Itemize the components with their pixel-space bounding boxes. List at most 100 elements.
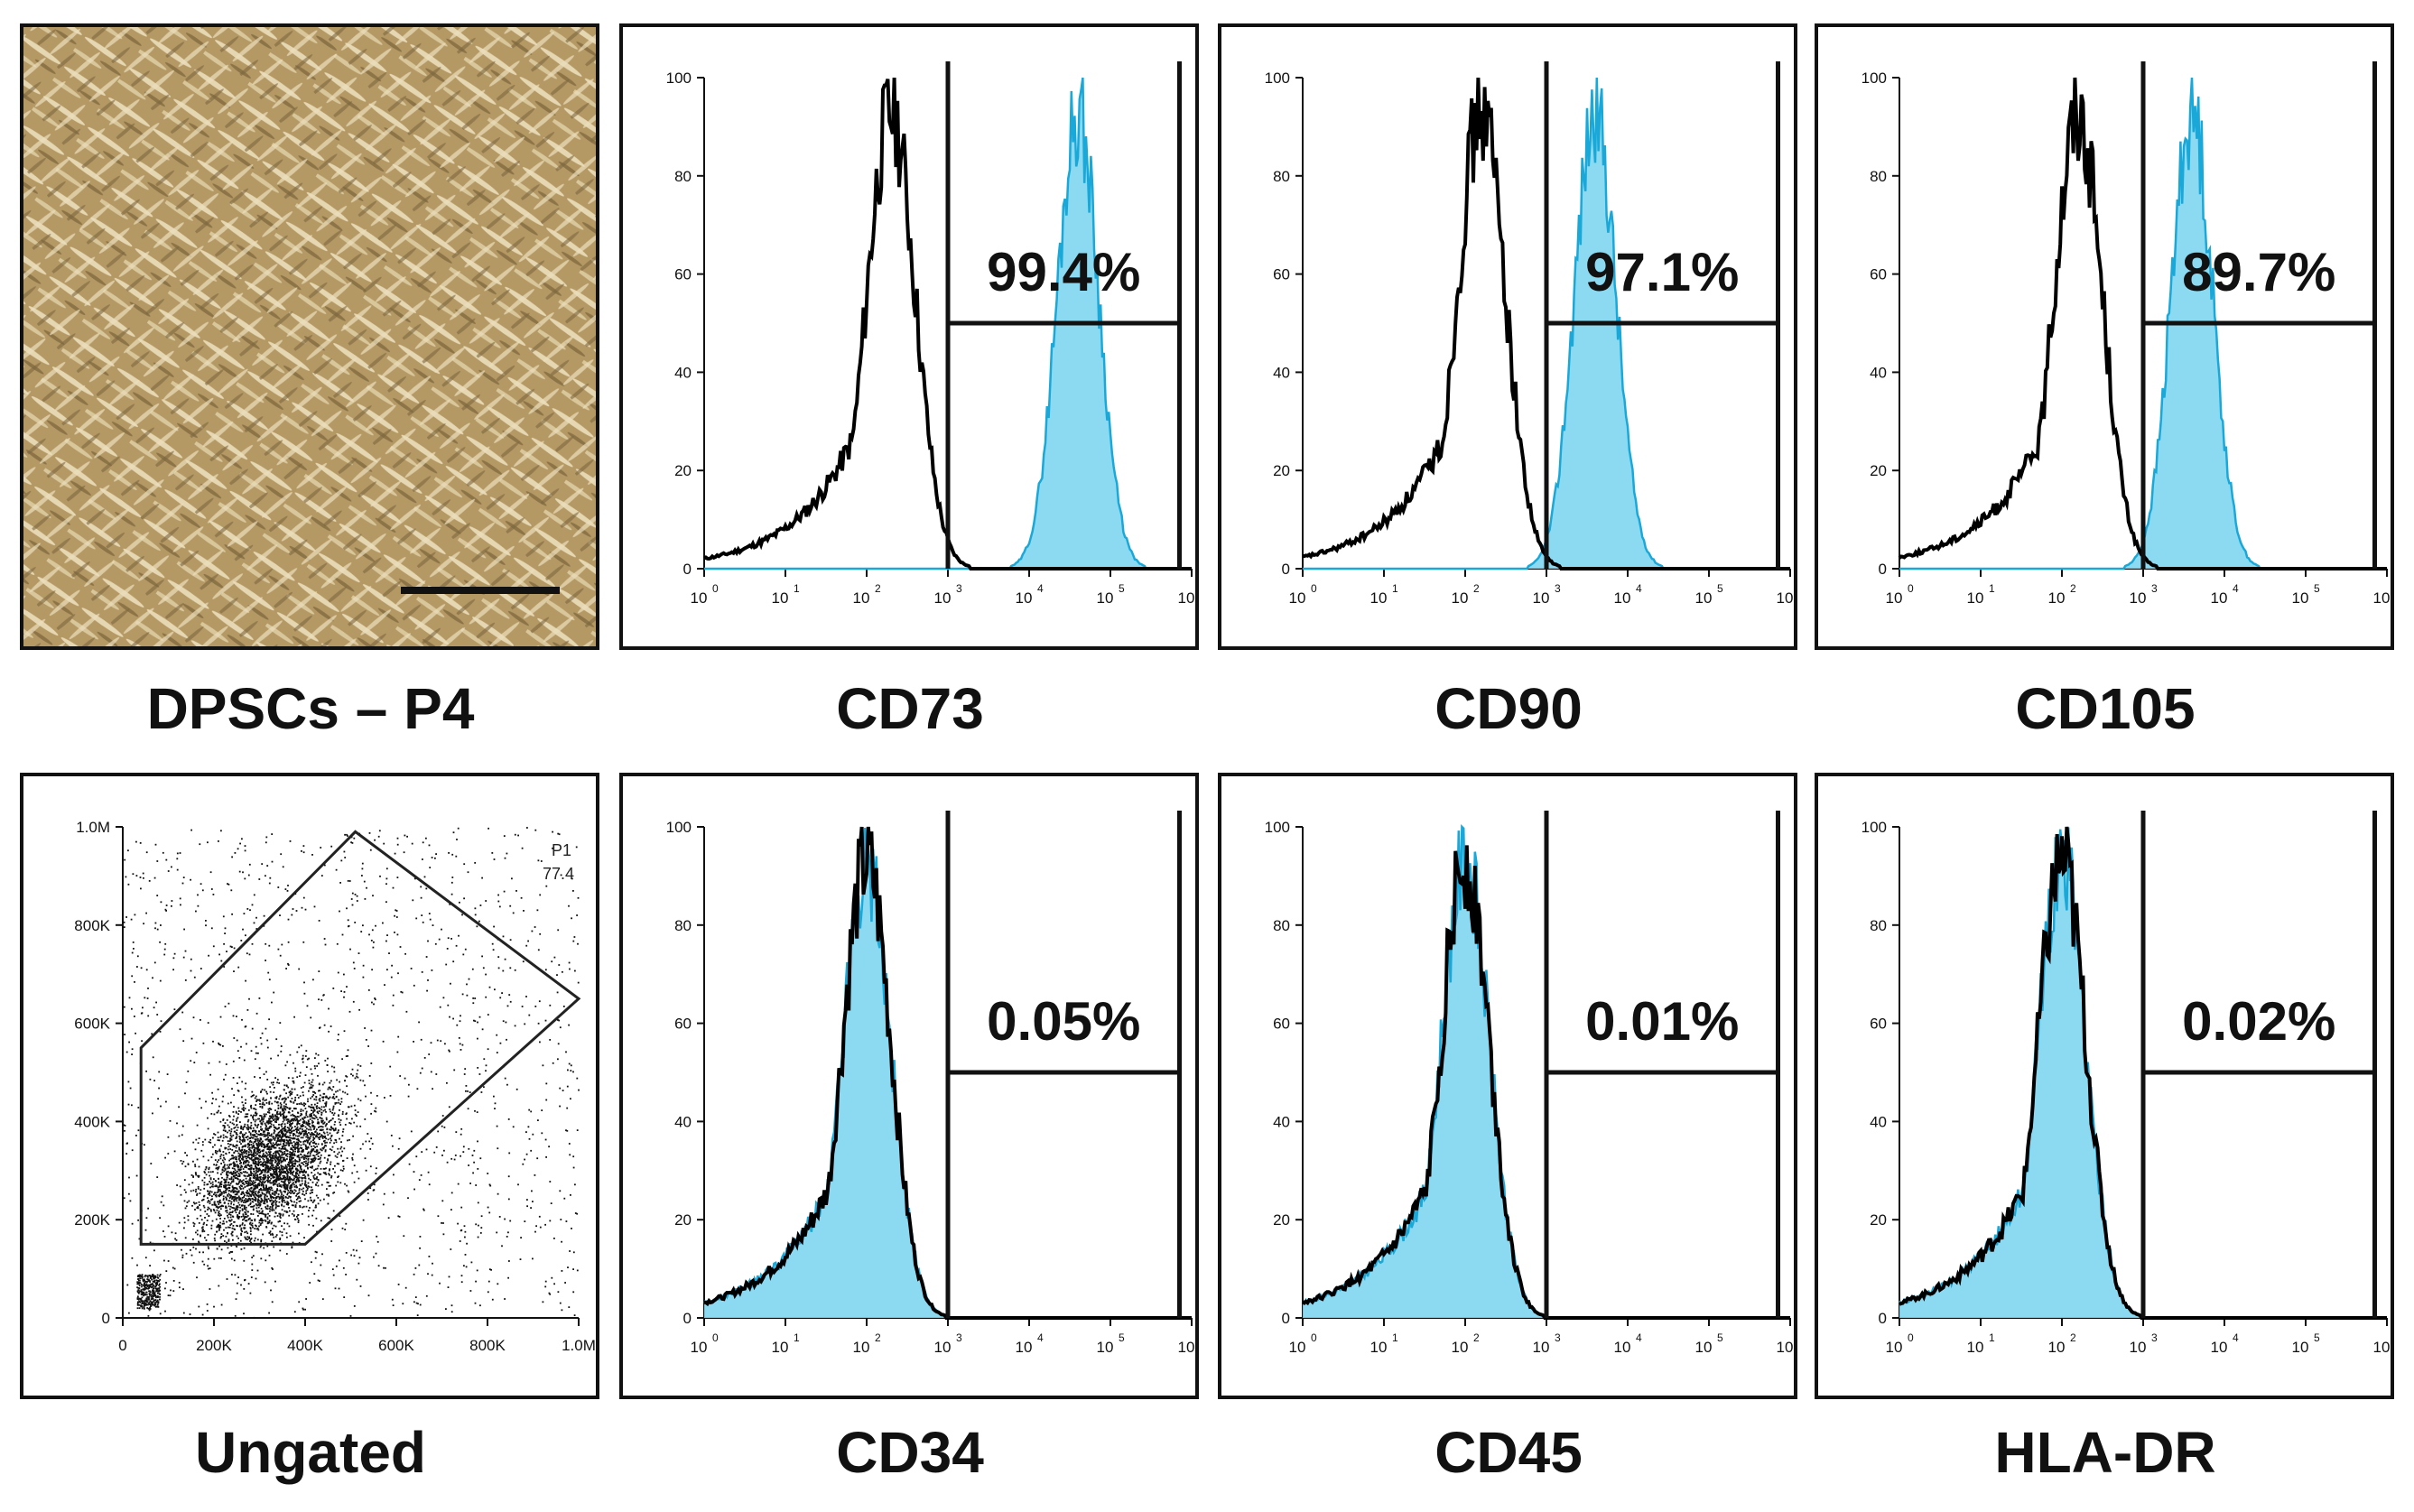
y-tick-label: 0: [683, 561, 692, 578]
y-tick-label: 20: [674, 1211, 692, 1229]
x-tick-exponent: 1: [794, 582, 800, 595]
x-tick-label: 10: [1886, 1339, 1903, 1356]
histogram-panel-cd34: 0204060801001001011021031041051060.05%: [619, 773, 1199, 1399]
micrograph-panel: [20, 23, 599, 650]
x-tick-label: 10: [1967, 1339, 1984, 1356]
x-tick-label: 10: [934, 1339, 952, 1356]
scatter-y-tick-label: 1.0M: [76, 819, 110, 836]
x-tick-label: 10: [2373, 589, 2391, 607]
x-tick-exponent: 2: [875, 582, 881, 595]
x-tick-exponent: 5: [1717, 582, 1723, 595]
y-tick-label: 0: [1282, 1310, 1290, 1327]
y-tick-label: 40: [1870, 1113, 1887, 1130]
x-tick-exponent: 2: [2070, 582, 2076, 595]
x-tick-label: 10: [1533, 1339, 1550, 1356]
x-tick-label: 10: [2048, 589, 2066, 607]
y-tick-label: 20: [674, 462, 692, 479]
y-tick-label: 60: [674, 1016, 692, 1033]
x-tick-label: 10: [1452, 1339, 1469, 1356]
y-tick-label: 80: [674, 168, 692, 185]
x-tick-label: 10: [1777, 589, 1794, 607]
y-tick-label: 100: [1862, 819, 1887, 836]
x-tick-exponent: 3: [1555, 582, 1561, 595]
x-tick-label: 10: [1777, 1339, 1794, 1356]
histogram-caption-cd34: CD34: [836, 1420, 984, 1485]
x-tick-label: 10: [1614, 589, 1631, 607]
y-tick-label: 100: [666, 70, 692, 87]
x-tick-exponent: 3: [956, 582, 962, 595]
x-tick-exponent: 4: [1037, 1331, 1044, 1344]
y-tick-label: 80: [1273, 168, 1290, 185]
x-tick-label: 10: [853, 589, 870, 607]
histogram-cd73: 02040608010010010110210310410510699.4%: [666, 61, 1195, 607]
x-tick-exponent: 5: [2314, 582, 2320, 595]
y-tick-label: 0: [683, 1310, 692, 1327]
x-tick-exponent: 1: [794, 1331, 800, 1344]
gate-p1-value: 77.4: [543, 865, 574, 883]
histogram-caption-cd105: CD105: [2015, 676, 2196, 741]
x-tick-label: 10: [1178, 589, 1195, 607]
scatter-x-tick-label: 800K: [469, 1337, 506, 1354]
x-tick-label: 10: [2130, 1339, 2147, 1356]
scatter-panel: 0 200K 400K 600K 800K 1.0M 0 200K 400K 600K 800K 1.…: [20, 773, 599, 1399]
gate-percentage: 0.05%: [987, 991, 1140, 1052]
x-tick-label: 10: [2211, 1339, 2228, 1356]
gate-p1-polygon: [139, 830, 581, 1246]
micrograph-caption: DPSCs – P4: [146, 676, 475, 741]
scatter-y-tick-label: 600K: [74, 1016, 110, 1033]
y-tick-label: 60: [674, 266, 692, 283]
y-tick-label: 20: [1273, 1211, 1290, 1229]
x-tick-exponent: 4: [1636, 582, 1642, 595]
x-tick-label: 10: [772, 589, 789, 607]
x-tick-exponent: 1: [1392, 582, 1398, 595]
x-tick-exponent: 0: [1908, 582, 1914, 595]
x-tick-exponent: 2: [2070, 1331, 2076, 1344]
x-tick-label: 10: [1370, 1339, 1388, 1356]
x-tick-exponent: 5: [2314, 1331, 2320, 1344]
x-tick-label: 10: [691, 1339, 708, 1356]
x-tick-label: 10: [1016, 1339, 1033, 1356]
histogram-caption-cd73: CD73: [836, 676, 984, 741]
micrograph-image: [23, 27, 596, 646]
x-tick-exponent: 3: [2151, 1331, 2158, 1344]
y-tick-label: 100: [666, 819, 692, 836]
scatter-x-tick-label: 400K: [287, 1337, 323, 1354]
y-tick-label: 60: [1273, 1016, 1290, 1033]
x-tick-exponent: 3: [2151, 582, 2158, 595]
histogram-cd45: 0204060801001001011021031041051060.01%: [1265, 811, 1794, 1356]
stain-histogram-fill: [704, 78, 1192, 569]
y-tick-label: 0: [1879, 1310, 1887, 1327]
histogram-panel-hla-dr: 0204060801001001011021031041051060.02%: [1815, 773, 2394, 1399]
x-tick-label: 10: [1178, 1339, 1195, 1356]
x-tick-label: 10: [1097, 1339, 1114, 1356]
y-tick-label: 100: [1265, 70, 1290, 87]
scatter-x-tick-label: 1.0M: [562, 1337, 596, 1354]
x-tick-exponent: 4: [1037, 582, 1044, 595]
scale-bar: [401, 587, 560, 594]
histogram-panel-cd45: 0204060801001001011021031041051060.01%: [1218, 773, 1797, 1399]
y-tick-label: 20: [1273, 462, 1290, 479]
x-tick-label: 10: [772, 1339, 789, 1356]
x-tick-label: 10: [1289, 589, 1306, 607]
histogram-panel-cd105: 02040608010010010110210310410510689.7%: [1815, 23, 2394, 650]
gate-percentage: 0.02%: [2182, 991, 2335, 1052]
histogram-caption-cd45: CD45: [1434, 1420, 1583, 1485]
y-tick-label: 60: [1870, 1016, 1887, 1033]
histogram-cd105: 02040608010010010110210310410510689.7%: [1862, 61, 2391, 607]
x-tick-exponent: 0: [1311, 582, 1317, 595]
scatter-dots: [123, 827, 580, 1320]
gate-percentage: 97.1%: [1585, 242, 1739, 302]
x-tick-exponent: 1: [1989, 582, 1995, 595]
x-tick-exponent: 0: [1908, 1331, 1914, 1344]
x-tick-label: 10: [1370, 589, 1388, 607]
scatter-y-tick-label: 800K: [74, 917, 110, 934]
x-tick-exponent: 4: [2233, 582, 2239, 595]
x-tick-exponent: 2: [1473, 582, 1480, 595]
x-tick-exponent: 0: [712, 582, 719, 595]
x-tick-exponent: 1: [1392, 1331, 1398, 1344]
x-tick-exponent: 3: [1555, 1331, 1561, 1344]
y-tick-label: 40: [1273, 364, 1290, 381]
x-tick-exponent: 3: [956, 1331, 962, 1344]
x-tick-label: 10: [1016, 589, 1033, 607]
gate-p1-name: P1: [552, 841, 571, 859]
